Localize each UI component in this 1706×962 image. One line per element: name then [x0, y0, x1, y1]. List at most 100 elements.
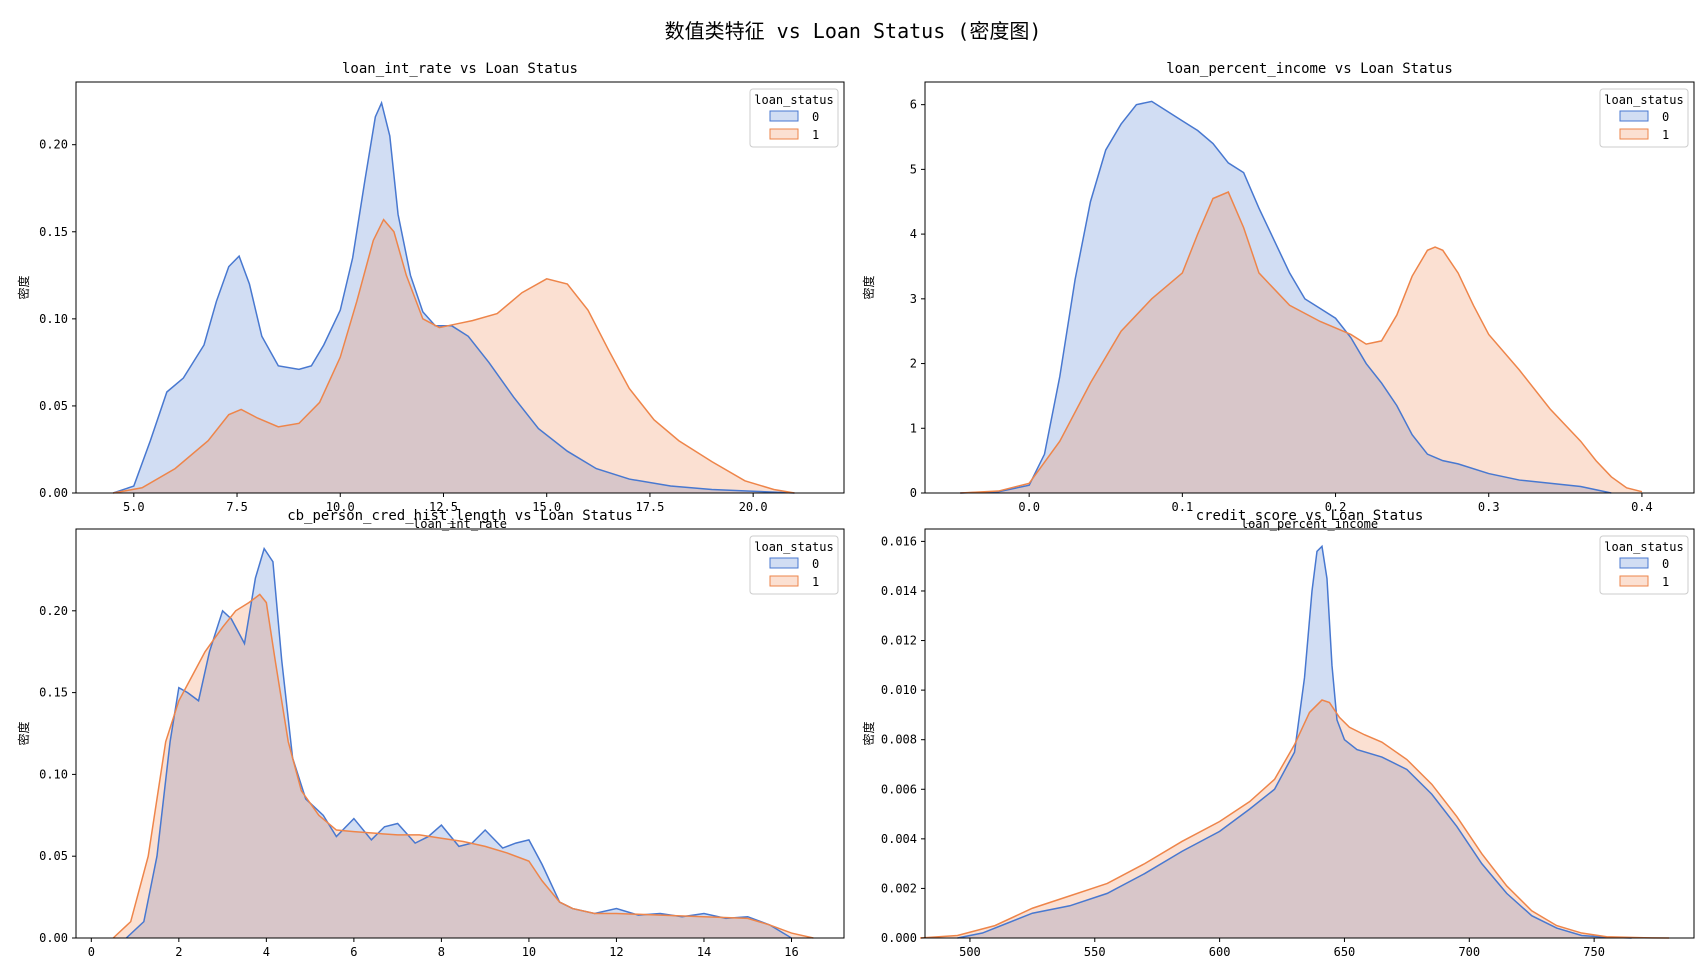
- x-tick-label: 500: [959, 945, 981, 959]
- density-area-status-0: [126, 548, 792, 938]
- x-tick-label: 10.0: [326, 500, 355, 514]
- y-axis-label: 密度: [16, 275, 31, 299]
- x-tick-label: 0.0: [1018, 500, 1040, 514]
- density-area-status-0: [960, 101, 1612, 494]
- density-area-status-0: [113, 102, 795, 494]
- x-tick-label: 10: [522, 945, 536, 959]
- y-tick-label: 0.006: [881, 782, 917, 796]
- x-tick-label: 6: [350, 945, 357, 959]
- y-tick-label: 0.15: [39, 225, 68, 239]
- y-tick-label: 0.20: [39, 604, 68, 618]
- density-line-status-0: [957, 544, 1632, 939]
- y-tick-label: 0.00: [39, 931, 68, 945]
- y-tick-label: 4: [910, 227, 917, 241]
- y-tick-label: 5: [910, 162, 917, 176]
- x-tick-label: 0.2: [1325, 500, 1347, 514]
- x-tick-label: 12.5: [429, 500, 458, 514]
- y-tick-label: 0.012: [881, 634, 917, 648]
- plot-title: loan_int_rate vs Loan Status: [342, 61, 578, 77]
- x-tick-label: 550: [1084, 945, 1106, 959]
- legend-title: loan_status: [754, 93, 833, 107]
- legend-label-status-0: 0: [812, 110, 819, 124]
- axes-frame: [924, 81, 1695, 494]
- density-line-status-0: [112, 100, 795, 494]
- x-tick-label: 0.3: [1478, 500, 1500, 514]
- y-tick-label: 0.010: [881, 683, 917, 697]
- density-line-status-1: [960, 191, 1643, 494]
- density-area-status-0: [957, 546, 1632, 938]
- legend-box: [1599, 88, 1689, 148]
- y-tick-label: 1: [910, 421, 917, 435]
- y-axis-label: 密度: [16, 721, 31, 745]
- y-tick-label: 0.05: [39, 399, 68, 413]
- plot-credit-score: credit_score vs Loan Status 500 550 600 650 7…: [861, 508, 1695, 959]
- legend-swatch-status-0: [769, 110, 799, 122]
- x-axis-label: loan_int_rate: [413, 517, 507, 531]
- x-tick-label: 0.4: [1631, 500, 1653, 514]
- density-area-status-1: [113, 594, 814, 938]
- x-tick-label: 12: [609, 945, 623, 959]
- density-line-status-0: [960, 100, 1612, 494]
- plot-title: cb_person_cred_hist_length vs Loan Statu…: [287, 508, 633, 524]
- axes-frame: [924, 528, 1695, 939]
- legend-label-status-1: 1: [1662, 575, 1669, 589]
- y-axis-label: 密度: [861, 721, 876, 745]
- density-line-status-1: [919, 699, 1670, 939]
- legend-label-status-0: 0: [1662, 557, 1669, 571]
- y-tick-label: 0: [910, 486, 917, 500]
- legend-box: [1599, 535, 1689, 595]
- y-tick-label: 2: [910, 357, 917, 371]
- axes-frame: [75, 81, 845, 494]
- density-area-status-1: [113, 219, 795, 493]
- legend-title: loan_status: [1604, 93, 1683, 107]
- legend: loan_status 0 1: [749, 88, 839, 148]
- legend-label-status-0: 0: [812, 557, 819, 571]
- legend-label-status-1: 1: [812, 575, 819, 589]
- x-tick-label: 14: [697, 945, 711, 959]
- y-tick-label: 0.004: [881, 832, 917, 846]
- axes-frame: [75, 528, 845, 939]
- plot-loan-percent-income: loan_percent_income vs Loan Status 0.0 0.1…: [861, 61, 1695, 531]
- y-tick-label: 0.002: [881, 881, 917, 895]
- x-tick-label: 17.5: [635, 500, 664, 514]
- density-line-status-0: [125, 546, 792, 939]
- legend-title: loan_status: [1604, 540, 1683, 554]
- legend-swatch-status-0: [1619, 557, 1649, 569]
- y-tick-label: 3: [910, 292, 917, 306]
- y-tick-label: 0.10: [39, 312, 68, 326]
- legend-swatch-status-0: [1619, 110, 1649, 122]
- y-tick-label: 0.15: [39, 686, 68, 700]
- x-tick-label: 4: [263, 945, 270, 959]
- figure-title: 数值类特征 vs Loan Status (密度图): [665, 19, 1042, 43]
- legend-swatch-status-1: [1619, 575, 1649, 587]
- density-area-status-1: [920, 700, 1670, 938]
- x-tick-label: 0: [88, 945, 95, 959]
- legend-title: loan_status: [754, 540, 833, 554]
- y-tick-label: 0.00: [39, 486, 68, 500]
- plot-title: loan_percent_income vs Loan Status: [1166, 61, 1453, 77]
- legend-box: [749, 535, 839, 595]
- x-tick-label: 15.0: [532, 500, 561, 514]
- x-tick-label: 5.0: [123, 500, 145, 514]
- legend-label-status-1: 1: [812, 128, 819, 142]
- y-tick-label: 0.10: [39, 767, 68, 781]
- x-tick-label: 2: [175, 945, 182, 959]
- y-tick-label: 0.05: [39, 849, 68, 863]
- density-line-status-1: [113, 218, 795, 494]
- legend-swatch-status-1: [1619, 128, 1649, 140]
- legend: loan_status 0 1: [1599, 535, 1689, 595]
- legend-label-status-1: 1: [1662, 128, 1669, 142]
- y-tick-label: 0.008: [881, 733, 917, 747]
- y-tick-label: 0.20: [39, 138, 68, 152]
- x-tick-label: 650: [1334, 945, 1356, 959]
- legend: loan_status 0 1: [749, 535, 839, 595]
- density-area-status-1: [960, 192, 1642, 493]
- y-tick-label: 6: [910, 98, 917, 112]
- x-tick-label: 700: [1458, 945, 1480, 959]
- x-axis-label: loan_percent_income: [1241, 517, 1378, 531]
- legend-swatch-status-1: [769, 128, 799, 140]
- x-tick-label: 0.1: [1172, 500, 1194, 514]
